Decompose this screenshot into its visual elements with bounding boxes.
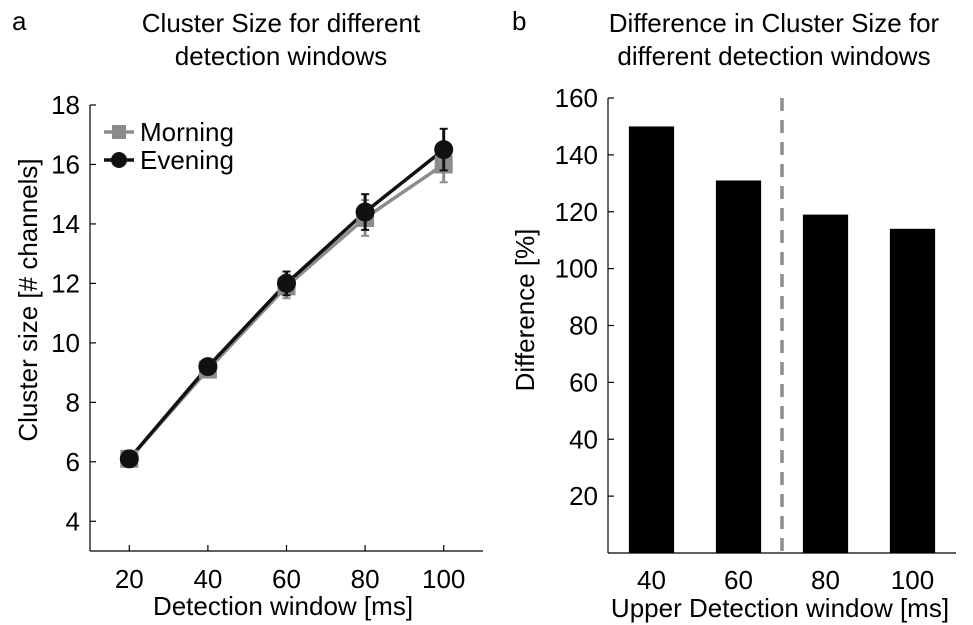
panel-b-x-tick-label: 100 [891,565,934,595]
legend-marker-circle [111,152,127,168]
panel-a-y-axis-label: Cluster size [# channels] [13,158,43,441]
legend-marker-square [112,125,126,139]
panel-b-x-tick-label: 40 [637,565,666,595]
panel-a-x-tick-label: 40 [193,564,222,594]
panel-b-y-tick-label: 80 [569,311,598,341]
panel-a-x-tick-label: 80 [351,564,380,594]
panel-b-y-tick-label: 60 [569,367,598,397]
panel-b-x-tick-label: 80 [811,565,840,595]
panel-b-y-tick-label: 140 [555,140,598,170]
series-line-morning [127,163,445,460]
panel-b-x-tick-label: 60 [724,565,753,595]
panel-b-y-tick-label: 160 [555,83,598,113]
panel-b-y-tick-label: 120 [555,197,598,227]
panel-b-y-axis-label: Difference [%] [510,229,540,392]
panel-b-chart: 20 40 60 80 100 120 140 160 40 60 80 100 Upper Det… [510,83,956,623]
panel-b-y-tick-label: 40 [569,424,598,454]
data-point-circle [355,202,375,222]
panel-a-x-tick-label: 60 [272,564,301,594]
panel-a-x-tick-label: 20 [115,564,144,594]
panel-a-chart: 4 6 8 10 12 14 16 18 20 40 60 80 100 Detection wind… [13,90,483,621]
panel-b-title-line2: different detection windows [617,41,930,71]
panel-a-letter: a [12,6,27,36]
panel-a-y-tick-label: 16 [51,149,80,179]
bar-60 [715,180,762,553]
bar-80 [802,214,849,553]
panel-b-y-tick-label: 100 [555,254,598,284]
panel-a-y-tick-label: 14 [51,209,80,239]
panel-a-title-line1: Cluster Size for different [142,8,421,38]
panel-b-letter: b [512,6,526,36]
panel-a-x-tick-label: 100 [422,564,465,594]
panel-b-x-axis-label: Upper Detection window [ms] [611,593,949,623]
bar-100 [889,228,936,553]
legend-label-morning: Morning [140,117,234,147]
panel-a-y-tick-label: 12 [51,268,80,298]
panel-a-y-tick-label: 6 [66,447,80,477]
panel-a-y-tick-label: 4 [66,506,80,536]
panel-a-x-axis-label: Detection window [ms] [153,591,413,621]
panel-b-y-tick-label: 20 [569,481,598,511]
data-point-circle [198,357,218,377]
data-point-circle [119,449,139,469]
bar-40 [628,126,675,553]
panel-a-y-tick-label: 10 [51,328,80,358]
panel-a-y-tick-label: 8 [66,387,80,417]
data-point-circle [277,273,296,293]
legend-label-evening: Evening [140,145,234,175]
panel-b-title-line1: Difference in Cluster Size for [609,8,940,38]
panel-a-y-tick-label: 18 [51,90,80,120]
data-point-circle [434,140,454,160]
panel-a-title-line2: detection windows [175,41,387,71]
